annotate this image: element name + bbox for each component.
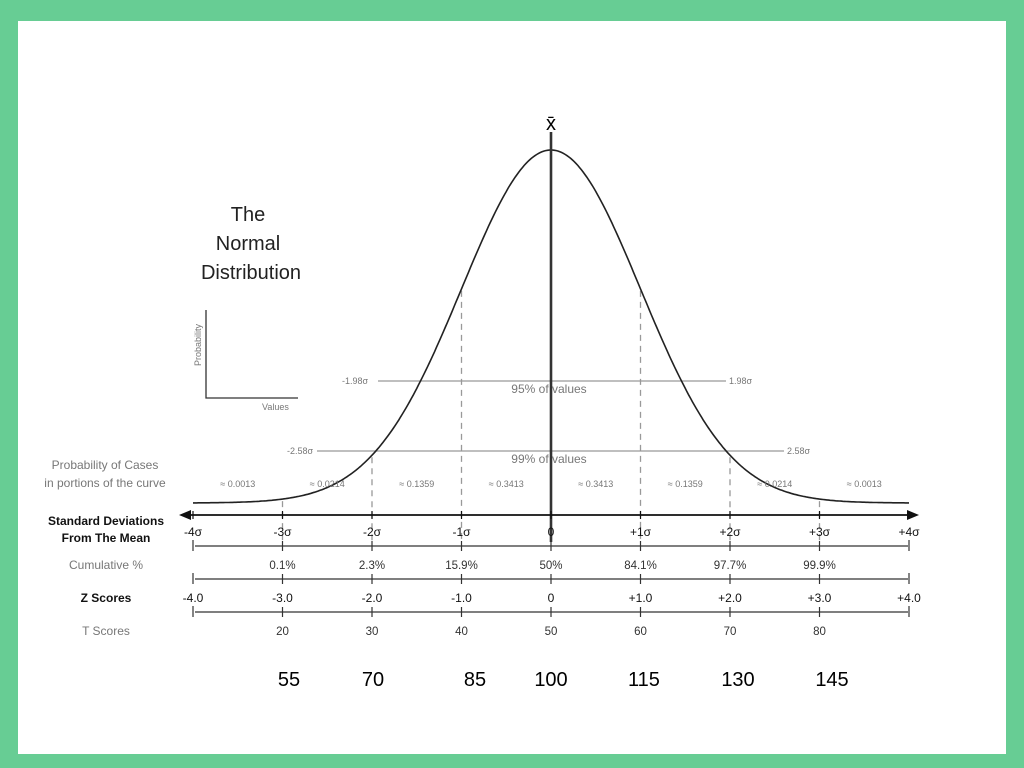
- cumulative-percent-label: 2.3%: [359, 560, 385, 572]
- cumulative-percent-label: 84.1%: [624, 560, 657, 572]
- axis-arrow-right: [907, 510, 919, 520]
- row-label-t-scores: T Scores: [82, 624, 130, 638]
- z-score-label: +4.0: [897, 591, 921, 605]
- probability-label: ≈ 0.1359: [399, 479, 434, 489]
- interval-95-right-label: 1.98σ: [729, 376, 753, 386]
- probability-label: ≈ 0.0214: [757, 479, 792, 489]
- raw-score-label: 85: [464, 669, 486, 691]
- raw-score-label: 130: [721, 669, 754, 691]
- raw-score-label: 70: [362, 669, 384, 691]
- sigma-tick-label: -3σ: [273, 525, 292, 539]
- interval-99-right-label: 2.58σ: [787, 446, 811, 456]
- inset-x-label: Values: [262, 402, 289, 412]
- sigma-tick-label: -4σ: [184, 525, 203, 539]
- t-score-label: 80: [813, 626, 826, 638]
- inset-axis-lines: [205, 310, 298, 399]
- cumulative-percent-label: 50%: [539, 560, 562, 572]
- mean-symbol: x̄: [546, 113, 556, 135]
- title-line-1: The: [231, 204, 265, 226]
- z-score-label: -1.0: [451, 591, 472, 605]
- row-label-sd-2: From The Mean: [62, 531, 151, 545]
- t-score-label: 20: [276, 626, 289, 638]
- t-score-label: 70: [724, 626, 737, 638]
- row-label-sd-1: Standard Deviations: [48, 514, 164, 528]
- t-score-label: 30: [366, 626, 379, 638]
- interval-99-label: 99% of values: [511, 452, 586, 466]
- title-line-3: Distribution: [201, 262, 301, 284]
- slide-panel: [18, 21, 1006, 754]
- scale-bar-ticks: [192, 511, 910, 617]
- row-label-cumulative: Cumulative %: [69, 558, 143, 572]
- z-score-label: 0: [548, 591, 555, 605]
- z-score-label: +2.0: [718, 591, 742, 605]
- row-label-z-scores: Z Scores: [81, 591, 132, 605]
- interval-99-left-label: -2.58σ: [287, 446, 314, 456]
- interval-95-left-label: -1.98σ: [342, 376, 369, 386]
- raw-score-label: 100: [534, 669, 567, 691]
- probability-labels: ≈ 0.0013 ≈ 0.0214 ≈ 0.1359 ≈ 0.3413 ≈ 0.3413…: [220, 479, 881, 489]
- sigma-dash-lines: [281, 290, 821, 542]
- raw-score-label: 55: [278, 669, 300, 691]
- cumulative-percent-label: 97.7%: [714, 560, 747, 572]
- cumulative-percent-label: 0.1%: [269, 560, 295, 572]
- cumulative-percent-label: 15.9%: [445, 560, 478, 572]
- sigma-tick-label: 0: [548, 525, 555, 539]
- interval-95-label: 95% of values: [511, 382, 586, 396]
- z-score-label: -3.0: [272, 591, 293, 605]
- probability-label: ≈ 0.0013: [220, 479, 255, 489]
- t-score-label: 50: [545, 626, 558, 638]
- title-line-2: Normal: [216, 233, 280, 255]
- row-label-probability-1: Probability of Cases: [52, 458, 159, 472]
- sigma-tick-label: +3σ: [809, 525, 831, 539]
- t-score-label: 60: [634, 626, 647, 638]
- raw-score-label: 115: [628, 669, 660, 691]
- inset-y-label: Probability: [193, 323, 203, 366]
- inset-axes: Probability Values: [193, 310, 298, 412]
- axis-arrow-left: [179, 510, 191, 520]
- sigma-tick-label: +4σ: [898, 525, 920, 539]
- row-label-probability-2: in portions of the curve: [44, 476, 166, 490]
- sigma-tick-label: -1σ: [452, 525, 471, 539]
- raw-score-label: 145: [815, 669, 848, 691]
- sigma-tick-label: -2σ: [363, 525, 382, 539]
- probability-label: ≈ 0.0013: [847, 479, 882, 489]
- z-score-label: +3.0: [808, 591, 832, 605]
- probability-label: ≈ 0.1359: [668, 479, 703, 489]
- z-score-label: -2.0: [362, 591, 383, 605]
- cumulative-percent-label: 99.9%: [803, 560, 836, 572]
- probability-label: ≈ 0.3413: [578, 479, 613, 489]
- z-score-label: -4.0: [183, 591, 204, 605]
- t-score-label: 40: [455, 626, 468, 638]
- scale-row-values: -4σ -3σ -2σ -1σ 0 +1σ +2σ +3σ +4σ 0.1% 2.3% 15.9% 50…: [183, 525, 922, 691]
- sigma-tick-label: +2σ: [719, 525, 741, 539]
- sigma-tick-label: +1σ: [630, 525, 652, 539]
- z-score-label: +1.0: [629, 591, 653, 605]
- probability-label: ≈ 0.3413: [489, 479, 524, 489]
- probability-label: ≈ 0.0214: [310, 479, 345, 489]
